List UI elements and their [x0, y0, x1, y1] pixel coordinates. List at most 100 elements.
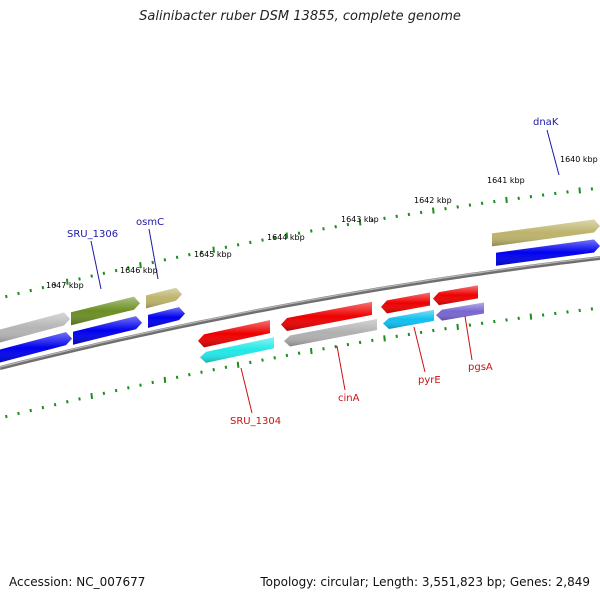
major-tick [236, 361, 240, 368]
major-tick [456, 323, 459, 330]
minor-tick [566, 310, 569, 314]
minor-tick [261, 358, 264, 362]
major-tick [529, 313, 533, 320]
minor-tick [468, 323, 472, 327]
minor-tick [310, 229, 313, 233]
cds-arrow-pyrE-shading [383, 309, 434, 329]
minor-tick [41, 405, 45, 410]
minor-tick [297, 231, 301, 235]
major-tick [358, 219, 362, 226]
leader-SRU_1304 [240, 367, 253, 414]
gene-label-osmC: osmC [136, 217, 164, 228]
minor-tick [236, 243, 240, 247]
minor-tick [249, 360, 252, 365]
scale-labels: 1640 kbp 1641 kbp 1642 kbp 1643 kbp 1644… [46, 155, 598, 290]
scale-ticks [5, 187, 594, 419]
major-tick [163, 376, 167, 383]
backbone-line [0, 256, 600, 370]
scale-label-1643: 1643 kbp [341, 215, 379, 224]
minor-tick [480, 201, 484, 206]
minor-tick [102, 391, 106, 395]
minor-tick [90, 274, 93, 278]
minor-tick [480, 321, 484, 326]
minor-tick [346, 222, 350, 227]
gene-label-pgsA: pgsA [468, 362, 493, 373]
cds-arrow-osmC-shading [148, 307, 185, 328]
minor-tick [273, 356, 276, 360]
cds-arrow-cinA-shading [284, 319, 377, 347]
cds-arrow-SRU_1304-shading [200, 337, 274, 363]
major-tick [212, 246, 215, 253]
scale-label-1641: 1641 kbp [487, 176, 525, 185]
gene-arrow-SRU_1306-shading [71, 296, 140, 326]
cds-arrow-pgsA-shading [436, 302, 484, 321]
minor-tick [456, 205, 459, 209]
leader-pgsA [464, 315, 473, 361]
minor-tick [432, 328, 435, 333]
minor-tick [114, 268, 118, 273]
minor-tick [273, 236, 276, 240]
map-title: Salinibacter ruber DSM 13855, complete g… [139, 9, 461, 24]
genome-summary-text: Topology: circular; Length: 3,551,823 bp… [260, 575, 590, 589]
minor-tick [175, 255, 179, 259]
minor-tick [444, 327, 447, 331]
minor-tick [590, 187, 594, 191]
scale-label-1642: 1642 kbp [414, 196, 452, 205]
major-tick [285, 232, 289, 239]
minor-tick [419, 330, 423, 335]
minor-tick [395, 214, 398, 219]
minor-tick [297, 351, 301, 355]
label-leaders [90, 129, 560, 414]
minor-tick [554, 311, 557, 316]
scale-label-1644: 1644 kbp [267, 233, 305, 242]
minor-tick [114, 388, 118, 393]
minor-tick [224, 365, 228, 369]
leader-cinA [336, 345, 346, 391]
minor-tick [200, 370, 203, 374]
minor-tick [261, 238, 264, 242]
minor-tick [53, 402, 57, 407]
minor-tick [139, 383, 142, 387]
minor-tick [53, 282, 57, 287]
minor-tick [578, 308, 581, 313]
gene-label-dnaK: dnaK [533, 117, 559, 128]
minor-tick [566, 190, 569, 194]
minor-tick [5, 294, 8, 299]
leader-SRU_1306 [90, 240, 102, 290]
major-tick [66, 278, 69, 285]
minor-tick [175, 375, 179, 379]
minor-tick [285, 353, 289, 358]
minor-tick [127, 386, 130, 390]
minor-tick [29, 288, 32, 293]
minor-tick [151, 260, 154, 265]
cds-arrow-SRU_1306-shading [73, 316, 142, 345]
minor-tick [407, 212, 411, 217]
scale-label-1647: 1647 kbp [46, 281, 84, 290]
minor-tick [249, 240, 252, 245]
leader-osmC [148, 228, 159, 280]
minor-tick [17, 411, 20, 416]
minor-tick [212, 368, 215, 372]
minor-tick [407, 332, 411, 337]
major-tick [505, 196, 508, 204]
minor-tick [322, 347, 325, 351]
gene-arrow-pgsA-shading [433, 285, 478, 306]
gene-label-pyrE: pyrE [418, 375, 441, 386]
gene-label-SRU_1306: SRU_1306 [67, 229, 118, 240]
minor-tick [371, 338, 374, 343]
minor-tick [78, 397, 81, 401]
minor-tick [517, 316, 520, 320]
scale-label-1645: 1645 kbp [194, 250, 232, 259]
minor-tick [529, 194, 533, 199]
minor-tick [29, 408, 32, 413]
minor-tick [517, 196, 520, 200]
major-tick [432, 207, 435, 214]
minor-tick [334, 224, 337, 229]
minor-tick [41, 285, 45, 290]
minor-tick [493, 319, 496, 324]
minor-tick [151, 380, 154, 385]
minor-tick [419, 210, 423, 215]
gene-label-SRU_1304: SRU_1304 [230, 416, 281, 427]
